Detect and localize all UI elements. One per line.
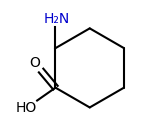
Text: HO: HO <box>15 101 37 115</box>
Text: H₂N: H₂N <box>44 12 70 26</box>
Text: O: O <box>29 56 40 70</box>
